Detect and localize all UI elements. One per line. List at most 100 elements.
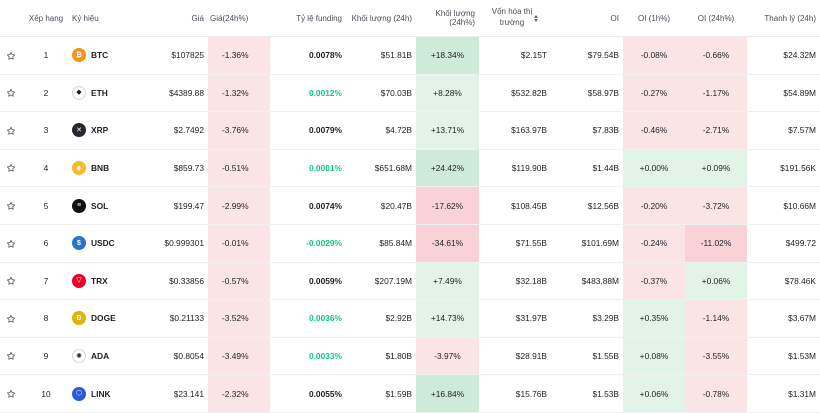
table-header-row: Xếp hạng Ký hiệu Giá Giá(24h%) Tỷ lệ fun… [0,0,820,37]
symbol-cell[interactable]: ◈ BNB [70,149,140,188]
table-row[interactable]: 8 Ð DOGE $0.21133 -3.52% 0.0036% $2.92B +14.73%… [0,299,820,338]
table-row[interactable]: 4 ◈ BNB $859.73 -0.51% 0.0001% $651.68M +24.42%… [0,149,820,188]
usdc-icon: $ [72,236,86,251]
header-price-change[interactable]: Giá(24h%) [208,0,270,37]
star-icon [6,313,16,323]
trx-icon: ▽ [72,273,86,288]
volume-cell: $2.92B [346,299,416,338]
price-change-cell: -3.49% [208,337,270,376]
liquidation-cell: $499.72 [747,224,820,263]
favorite-star-button[interactable] [0,299,22,338]
header-oi-1h[interactable]: OI (1h%) [623,0,685,37]
price-change-cell: -2.99% [208,186,270,225]
header-rank[interactable]: Xếp hạng [22,0,70,37]
star-icon [6,50,16,60]
oi-24h-cell: +0.09% [685,149,747,188]
header-funding-rate[interactable]: Tỷ lệ funding [270,0,346,37]
funding-rate-cell: 0.0001% [270,149,346,188]
market-cap-cell: $28.91B [479,337,551,376]
favorite-star-button[interactable] [0,149,22,188]
price-cell: $0.21133 [140,299,208,338]
favorite-star-button[interactable] [0,74,22,113]
rank-cell: 9 [22,337,70,376]
table-row[interactable]: 7 ▽ TRX $0.33856 -0.57% 0.0059% $207.19M +7.49%… [0,262,820,301]
liquidation-cell: $3.67M [747,299,820,338]
oi-1h-cell: -0.27% [623,74,685,113]
favorite-star-button[interactable] [0,111,22,150]
open-interest-cell: $7.83B [551,111,623,150]
volume-cell: $651.68M [346,149,416,188]
oi-1h-cell: -0.46% [623,111,685,150]
volume-change-cell: -17.62% [416,186,479,225]
liquidation-cell: $1.31M [747,374,820,413]
symbol-cell[interactable]: ₿ BTC [70,36,140,75]
market-cap-cell: $119.90B [479,149,551,188]
symbol-name: ADA [91,351,110,362]
symbol-cell[interactable]: ⬡ LINK [70,374,140,413]
symbol-cell[interactable]: ✕ XRP [70,111,140,150]
oi-24h-cell: -3.55% [685,337,747,376]
market-cap-cell: $108.45B [479,186,551,225]
table-row[interactable]: 9 ✺ ADA $0.8054 -3.49% 0.0033% $1.80B -3.97% $28… [0,337,820,376]
star-icon [6,238,16,248]
price-cell: $199.47 [140,186,208,225]
doge-icon: Ð [72,311,86,326]
price-change-cell: -0.57% [208,262,270,301]
open-interest-cell: $1.55B [551,337,623,376]
volume-cell: $207.19M [346,262,416,301]
symbol-name: USDC [91,238,115,249]
star-icon [6,200,16,210]
favorite-star-button[interactable] [0,224,22,263]
rank-cell: 7 [22,262,70,301]
favorite-star-button[interactable] [0,262,22,301]
star-icon [6,88,16,98]
symbol-cell[interactable]: $ USDC [70,224,140,263]
open-interest-cell: $101.69M [551,224,623,263]
symbol-cell[interactable]: ◆ ETH [70,74,140,113]
volume-cell: $1.80B [346,337,416,376]
rank-cell: 10 [22,374,70,413]
volume-change-cell: +18.34% [416,36,479,75]
header-symbol[interactable]: Ký hiệu [70,0,140,37]
favorite-star-button[interactable] [0,374,22,413]
header-volume-change[interactable]: Khối lượng (24h%) [416,0,479,37]
liquidation-cell: $54.89M [747,74,820,113]
favorite-star-button[interactable] [0,337,22,376]
oi-1h-cell: +0.08% [623,337,685,376]
table-row[interactable]: 6 $ USDC $0.999301 -0.01% -0.0029% $85.84M -34.… [0,224,820,263]
rank-cell: 4 [22,149,70,188]
table-row[interactable]: 5 ≡ SOL $199.47 -2.99% 0.0074% $20.47B -17.62% $… [0,186,820,225]
favorite-star-button[interactable] [0,36,22,75]
table-row[interactable]: 3 ✕ XRP $2.7492 -3.76% 0.0079% $4.72B +13.71% $1… [0,111,820,150]
header-open-interest[interactable]: OI [551,0,623,37]
price-change-cell: -0.51% [208,149,270,188]
symbol-cell[interactable]: ✺ ADA [70,337,140,376]
header-price[interactable]: Giá [140,0,208,37]
table-row[interactable]: 1 ₿ BTC $107825 -1.36% 0.0078% $51.81B +18.34% $… [0,36,820,75]
liquidation-cell: $7.57M [747,111,820,150]
symbol-name: XRP [91,125,109,136]
table-row[interactable]: 2 ◆ ETH $4389.88 -1.32% 0.0012% $70.03B +8.28% $… [0,74,820,113]
symbol-cell[interactable]: ≡ SOL [70,186,140,225]
volume-change-cell: +13.71% [416,111,479,150]
symbol-cell[interactable]: ▽ TRX [70,262,140,301]
liquidation-cell: $10.66M [747,186,820,225]
volume-cell: $85.84M [346,224,416,263]
header-market-cap[interactable]: Vốn hóa thị trường [479,0,551,37]
header-liquidation[interactable]: Thanh lý (24h) [747,0,820,37]
symbol-cell[interactable]: Ð DOGE [70,299,140,338]
header-oi-24h[interactable]: OI (24h%) [685,0,747,37]
favorite-star-button[interactable] [0,186,22,225]
open-interest-cell: $1.53B [551,374,623,413]
header-volume[interactable]: Khối lượng (24h) [346,0,416,37]
btc-icon: ₿ [72,48,86,63]
oi-1h-cell: +0.00% [623,149,685,188]
table-row[interactable]: 10 ⬡ LINK $23.141 -2.32% 0.0055% $1.59B +16.84%… [0,374,820,413]
oi-24h-cell: -11.02% [685,224,747,263]
volume-change-cell: +16.84% [416,374,479,413]
oi-24h-cell: +0.06% [685,262,747,301]
oi-1h-cell: -0.37% [623,262,685,301]
rank-cell: 8 [22,299,70,338]
sort-icon[interactable] [534,14,539,22]
